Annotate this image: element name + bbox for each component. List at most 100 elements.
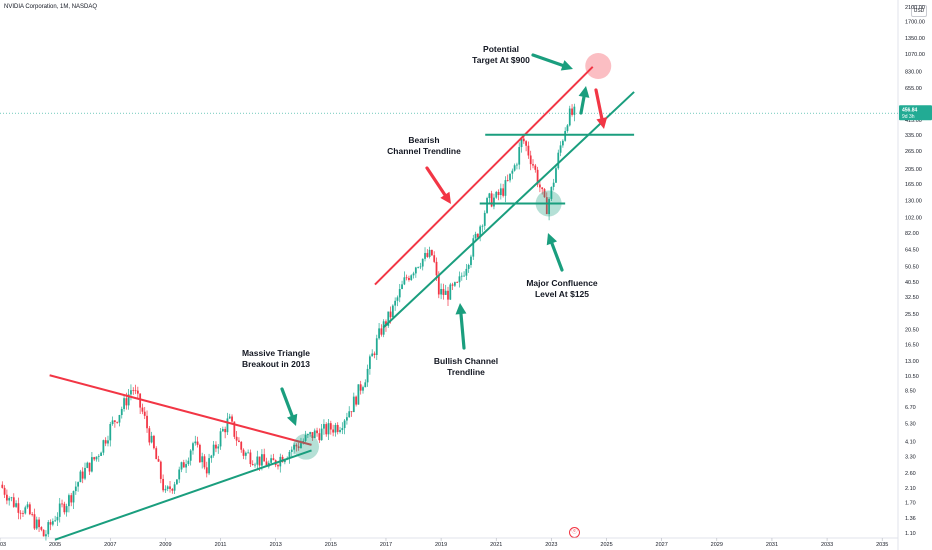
candle-body xyxy=(368,356,371,369)
candle-body xyxy=(350,411,353,413)
candle-body xyxy=(283,459,286,463)
candle-body xyxy=(84,467,86,479)
x-tick-label: 2029 xyxy=(711,542,723,548)
candle-body xyxy=(495,191,498,198)
candle-body xyxy=(323,424,325,429)
candle-body xyxy=(532,164,534,166)
y-tick-label: 2.60 xyxy=(905,471,916,477)
y-tick-label: 25.50 xyxy=(905,312,919,318)
candle-body xyxy=(3,487,6,495)
candle-body xyxy=(410,275,413,280)
candle-body xyxy=(97,455,100,457)
currency-label[interactable]: USD xyxy=(911,5,927,17)
candle-body xyxy=(162,478,165,491)
annotation-text: Massive Triangle Breakout in 2013 xyxy=(242,348,310,369)
y-tick-label: 6.70 xyxy=(905,405,916,411)
candle-body xyxy=(417,266,420,268)
candle-body xyxy=(568,108,571,126)
candle-body xyxy=(394,300,397,306)
candle-body xyxy=(398,289,401,298)
bullish-trendline-arrow-icon-head xyxy=(455,303,467,315)
y-tick-label: 830.00 xyxy=(905,70,922,76)
candle-body xyxy=(527,145,530,156)
candle-body xyxy=(210,455,213,459)
up-to-target-arrow-icon xyxy=(578,86,590,115)
x-tick-label: 2025 xyxy=(600,542,612,548)
candle-body xyxy=(343,420,346,429)
candle-body xyxy=(513,165,516,171)
down-from-target-arrow-icon xyxy=(594,88,608,129)
candle-body xyxy=(401,284,403,290)
candle-body xyxy=(240,441,243,450)
candle-body xyxy=(518,147,521,165)
x-tick-label: 2023 xyxy=(545,542,557,548)
candle-body xyxy=(125,398,128,406)
candle-body xyxy=(127,394,130,406)
candle-body xyxy=(185,464,187,468)
trendlines-layer xyxy=(49,66,635,541)
candle-body xyxy=(458,276,461,283)
candle-body xyxy=(453,282,456,286)
candle-body xyxy=(435,261,438,276)
candle-body xyxy=(391,305,394,318)
candle-body xyxy=(334,424,337,433)
candle-body xyxy=(178,469,181,480)
candle-body xyxy=(56,516,59,521)
breakout-arrow-icon-head xyxy=(286,413,298,426)
candle-body xyxy=(520,138,523,148)
candle-body xyxy=(506,180,509,181)
target-arrow-icon-shaft xyxy=(531,53,565,67)
triangle-breakout-highlight xyxy=(293,433,320,460)
annotation-line: Target At $900 xyxy=(472,55,530,65)
y-tick-label: 20.50 xyxy=(905,327,919,333)
candle-body xyxy=(17,503,20,513)
y-tick-label: 64.50 xyxy=(905,248,919,254)
candle-body xyxy=(215,444,217,449)
candle-body xyxy=(488,193,491,199)
candle-body xyxy=(143,411,146,416)
candle-body xyxy=(93,457,96,460)
candle-body xyxy=(472,238,475,257)
candle-body xyxy=(387,311,390,326)
candle-body xyxy=(288,451,291,459)
bullish-trendline-arrow-icon-shaft xyxy=(459,312,466,350)
x-tick-label: 2015 xyxy=(325,542,337,548)
candle-body xyxy=(104,440,107,444)
candle-body xyxy=(31,514,34,515)
up-to-target-arrow-icon-shaft xyxy=(579,95,586,115)
candle-body xyxy=(509,173,511,181)
candle-body xyxy=(58,503,61,517)
candle-body xyxy=(217,446,220,449)
candle-body xyxy=(100,452,102,456)
candle-body xyxy=(463,275,465,277)
candle-body xyxy=(516,164,518,166)
annotation-line: Channel Trendline xyxy=(387,146,461,156)
candle-body xyxy=(437,275,440,295)
candle-body xyxy=(313,430,316,439)
candle-body xyxy=(378,328,380,339)
y-tick-label: 3.30 xyxy=(905,455,916,461)
candle-body xyxy=(456,282,459,283)
candle-body xyxy=(10,497,13,499)
candle-body xyxy=(566,125,569,131)
candle-body xyxy=(555,168,557,183)
candle-body xyxy=(132,390,135,392)
y-tick-label: 8.50 xyxy=(905,389,916,395)
candle-body xyxy=(77,482,80,487)
candle-body xyxy=(88,462,91,472)
annotation-line: Level At $125 xyxy=(535,289,589,299)
candle-body xyxy=(258,456,261,466)
y-tick-label: 655.00 xyxy=(905,86,922,92)
x-tick-label: 2027 xyxy=(656,542,668,548)
candle-body xyxy=(559,145,562,153)
candle-body xyxy=(28,504,31,515)
x-tick-label: 2005 xyxy=(49,542,61,548)
y-tick-label: 265.00 xyxy=(905,149,922,155)
candle-body xyxy=(256,456,259,465)
bearish-trendline-arrow-icon xyxy=(425,166,451,204)
y-tick-label: 1.10 xyxy=(905,531,916,537)
candle-body xyxy=(155,448,158,460)
candle-body xyxy=(474,233,477,239)
candle-body xyxy=(403,277,406,285)
